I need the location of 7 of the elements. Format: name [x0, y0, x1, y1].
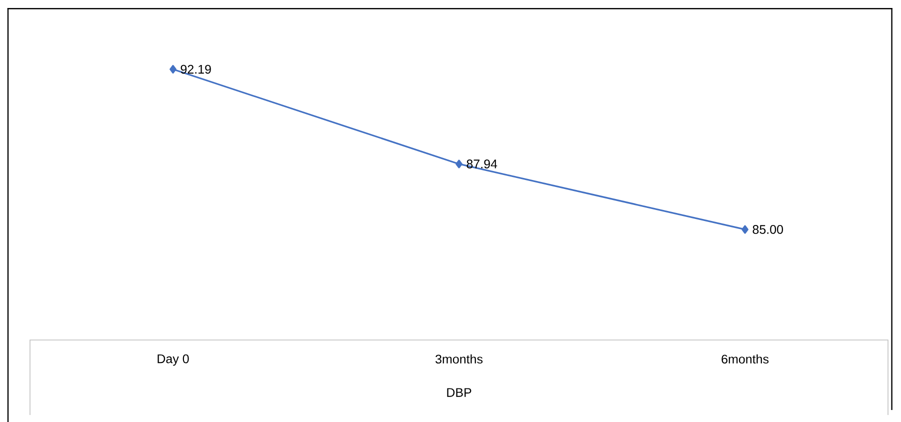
- data-label: 92.19: [180, 64, 211, 74]
- x-tick-label: Day 0: [158, 354, 189, 366]
- x-tick-label: 6months: [722, 354, 769, 364]
- x-axis-title: DBP: [447, 388, 472, 397]
- data-label: 87.94: [466, 160, 498, 168]
- data-label: 85.00: [752, 225, 784, 234]
- x-tick-label: 3months: [436, 354, 483, 364]
